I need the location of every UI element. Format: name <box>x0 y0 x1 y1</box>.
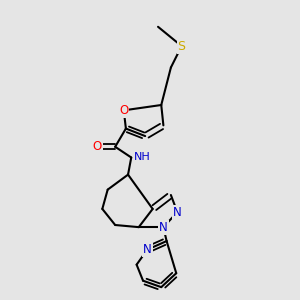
Text: NH: NH <box>134 152 150 163</box>
Text: S: S <box>178 40 186 52</box>
Text: N: N <box>143 243 152 256</box>
Text: O: O <box>92 140 102 153</box>
Text: O: O <box>119 104 128 117</box>
Text: N: N <box>173 206 182 219</box>
Text: N: N <box>159 220 168 234</box>
